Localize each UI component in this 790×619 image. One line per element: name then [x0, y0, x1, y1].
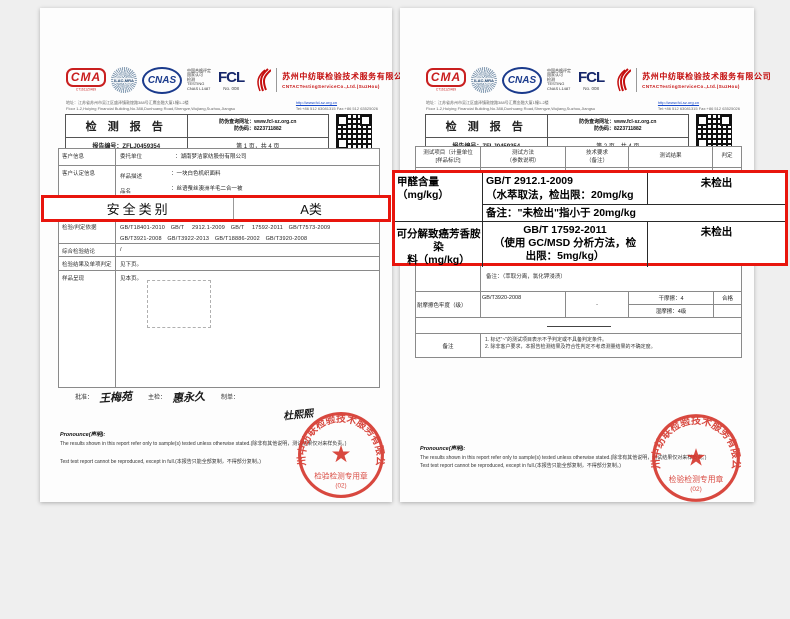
certification-logos: CMA CT1611Z0489 ILAC-MRA CNAS 中国合格评定 国家认… [66, 60, 412, 100]
stamp-sub-text: (02) [690, 486, 701, 493]
formaldehyde-result: 未检出 [648, 173, 785, 205]
pronounce-block: Pronounce(声明): The results shown in this… [60, 432, 347, 465]
fcl-logo: FCL No. 008 [218, 69, 245, 91]
formaldehyde-item: 甲醛含量（mg/kg） [395, 173, 483, 222]
wet-rubbing-result: 湿摩擦：4级 [655, 309, 687, 315]
standards-line: GB/T3921-2008 GB/T3922-2013 GB/T18886-20… [120, 236, 308, 242]
standards-line: GB/T18401-2010 GB/T 2912.1-2009 GB/T 175… [120, 225, 331, 231]
website-link[interactable]: http://www.fcl-sz.org.cn [657, 100, 700, 105]
note-2: 2. 除非客户要求，本报告检测结果及符合性判定不考虑测量结果的不确定度。 [485, 344, 656, 350]
safety-category-label: 安全类别 [44, 198, 235, 219]
cnas-logo: CNAS [502, 66, 542, 94]
cma-cert-number: CT1611Z0489 [75, 87, 97, 92]
table-row: 综合检验结论 / [59, 243, 379, 256]
stamp-sub-text: (02) [335, 482, 346, 489]
report-title: 检 测 报 告 [445, 121, 527, 133]
cnas-accreditation-text: 中国合格评定 国家认可 检测 TESTING CNAS L1487 [187, 67, 211, 91]
table-row: 检验结果及单项判定 见下页。 [59, 256, 379, 270]
table-header-row: 测试项目（计量单位 [样品标识] 测试方法 （参数说明） 技术要求 （备注） 测试结果… [416, 147, 741, 167]
qr-code [696, 114, 732, 150]
check-signature: 惠永久 [171, 389, 206, 406]
stamp-purpose-text: 检验检测专用章 [314, 470, 368, 480]
detection-limit-note: 备注："未检出"指小于 20mg/kg [483, 205, 785, 222]
report-page-2: CMA CT1611Z0489 ILAC-MRA CNAS 中国合格评定 国家认… [392, 8, 788, 502]
table-row: 客户认定信息 样品描述：一块白色机织面料 品名：丝语蚕丝澳洲羊毛二合一被 样品数… [59, 165, 379, 210]
star-icon: ★ [331, 441, 352, 467]
cma-logo-text: CMA [66, 68, 106, 87]
pronounce-block: Pronounce(声明): The results shown in this… [420, 446, 707, 469]
ilac-mra-logo: ILAC-MRA [471, 67, 497, 93]
report-page-1: CMA CT1611Z0489 ILAC-MRA CNAS 中国合格评定 国家认… [40, 8, 412, 502]
dry-rubbing-result: 干摩擦：4 [629, 292, 713, 305]
check-label: 主检： [148, 395, 167, 401]
method-remark: 备注：（萃取分离，氯化钾浸渍） [486, 274, 566, 280]
address-block: 地址：江苏省苏州市吴江区盛泽镇敦煌路388号汇鹰金融大厦1幢1-2楼 Floor… [426, 100, 740, 111]
website-link[interactable]: http://www.fcl-sz.org.cn [295, 100, 338, 105]
logo-divider [276, 68, 278, 92]
divider-row [416, 317, 741, 333]
certification-logos: CMA CT1611Z0489 ILAC-MRA CNAS 中国合格评定 国家认… [426, 60, 772, 100]
note-1: 1. 标记"~"的测试项目表示不予判定或不具备判定条件。 [485, 337, 608, 343]
report-number: 报告编号：ZFLJ0459354 [92, 144, 161, 150]
address-en: Floor 1-2,Huiying Financial Building,No.… [66, 105, 236, 111]
page-number: 第 1 页，共 4 页 [186, 138, 328, 153]
cma-logo: CMA CT1611Z0489 [66, 68, 106, 92]
fcl-logo: FCL No. 008 [578, 69, 605, 91]
notes-row: 备注 1. 标记"~"的测试项目表示不予判定或不具备判定条件。 2. 除非客户要… [416, 333, 741, 357]
signature-row: 批准： 王梅苑 主检： 惠永久 制单： [75, 390, 240, 405]
anti-counterfeit-code: 防伪码：8223711882 [233, 126, 282, 132]
test-results-highlight: 甲醛含量（mg/kg） GB/T 2912.1-2009 （水萃取法，检出限：2… [392, 170, 788, 267]
make-label: 制单： [221, 395, 240, 401]
table-row: 客户信息 委托单位 ：湖南梦洁家纺股份有限公司 [59, 149, 379, 165]
sample-swatch-placeholder [147, 280, 211, 328]
company-stamp: 苏州中纺联检验技术服务有限公司 ★ 检验检测专用章 (02) [650, 412, 742, 502]
logo-divider [636, 68, 638, 92]
report-title: 检 测 报 告 [85, 121, 167, 133]
company-name-block: 苏州中纺联检验技术服务有限公司 CNTACTestingServiceCo.,L… [642, 72, 772, 89]
table-row: 检验/判定依据 GB/T18401-2010 GB/T 2912.1-2009 … [59, 219, 379, 243]
swoosh-icon [257, 68, 272, 92]
address-cn: 地址：江苏省苏州市吴江区盛泽镇敦煌路388号汇鹰金融大厦1幢1-2楼 [66, 100, 189, 105]
approve-label: 批准： [75, 395, 94, 401]
azo-dye-item: 可分解致癌芳香胺染 料（mg/kg） [395, 222, 483, 267]
ilac-mra-logo: ILAC-MRA [111, 67, 137, 93]
cnas-logo: CNAS [142, 66, 182, 94]
stamp-purpose-text: 检验检测专用章 [669, 474, 724, 484]
company-name-cn: 苏州中纺联检验技术服务有限公司 [282, 72, 412, 81]
star-icon: ★ [685, 444, 706, 471]
azo-dye-result: 未检出 [700, 226, 733, 238]
safety-category-value: A类 [300, 202, 322, 217]
rubbing-fastness-row: 耐摩擦色牢度（级） GB/T3920-2008 - 干摩擦：4 湿摩擦：4级 合… [416, 291, 741, 317]
table-row: 样品呈现 见本页。 [59, 270, 379, 387]
customer-info-table: 客户信息 委托单位 ：湖南梦洁家纺股份有限公司 客户认定信息 样品描述 ：一块白色… [58, 148, 380, 388]
qr-code [336, 114, 372, 150]
anti-counterfeit-site: 防伪查询网址：www.fcl-sz.org.cn [219, 119, 297, 125]
approve-signature: 王梅苑 [98, 389, 133, 406]
verdict: 合格 [714, 292, 741, 305]
company-name-en: CNTACTestingServiceCo.,Ltd.(SuzHou) [282, 84, 380, 89]
address-block: 地址：江苏省苏州市吴江区盛泽镇敦煌路388号汇鹰金融大厦1幢1-2楼 Floor… [66, 100, 378, 111]
swoosh-icon [617, 68, 632, 92]
anti-counterfeit-block: 防伪查询网址：www.fcl-sz.org.cn 防伪码：8223711882 [186, 115, 328, 137]
safety-category-highlight: 安全类别 A类 [41, 195, 391, 222]
phone-fax: Tel:+86 512 63081315 Fax:+86 512 6352502… [295, 105, 378, 111]
company-name-block: 苏州中纺联检验技术服务有限公司 CNTACTestingServiceCo.,L… [282, 71, 412, 89]
company-stamp: 苏州中纺联检验技术服务有限公司 ★ 检验检测专用章 (02) [296, 410, 386, 498]
cnas-accreditation-text: 中国合格评定 国家认可 检测 TESTING CNAS L1487 [547, 67, 571, 91]
anti-counterfeit-block: 防伪查询网址：www.fcl-sz.org.cn 防伪码：8223711882 [546, 115, 688, 137]
cma-logo: CMA CT1611Z0489 [426, 68, 466, 92]
